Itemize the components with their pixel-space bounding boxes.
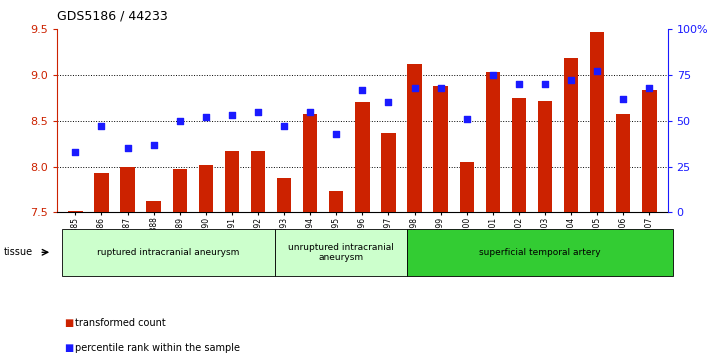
- Point: [461, 116, 473, 122]
- Bar: [94, 173, 109, 212]
- Bar: [460, 162, 474, 212]
- Bar: [564, 58, 578, 212]
- Point: [435, 85, 446, 91]
- Bar: [381, 132, 396, 212]
- Point: [304, 109, 316, 114]
- Bar: [616, 114, 630, 212]
- Bar: [642, 90, 656, 212]
- Point: [278, 123, 290, 129]
- Point: [96, 123, 107, 129]
- Text: tissue: tissue: [4, 247, 33, 257]
- Text: percentile rank within the sample: percentile rank within the sample: [75, 343, 240, 354]
- Point: [331, 131, 342, 136]
- Text: ruptured intracranial aneurysm: ruptured intracranial aneurysm: [97, 248, 240, 257]
- Point: [487, 72, 498, 78]
- Point: [174, 118, 186, 123]
- Bar: [303, 114, 317, 212]
- Text: ■: ■: [64, 318, 74, 328]
- Point: [643, 85, 655, 91]
- Point: [409, 85, 421, 91]
- Point: [539, 81, 550, 87]
- Bar: [69, 211, 83, 212]
- Text: unruptured intracranial
aneurysm: unruptured intracranial aneurysm: [288, 242, 394, 262]
- Text: GDS5186 / 44233: GDS5186 / 44233: [57, 9, 168, 22]
- Point: [618, 96, 629, 102]
- Point: [356, 87, 368, 93]
- Bar: [408, 64, 422, 212]
- Text: ■: ■: [64, 343, 74, 354]
- Point: [565, 77, 577, 83]
- Point: [383, 99, 394, 105]
- Point: [513, 81, 525, 87]
- Bar: [251, 151, 265, 212]
- Bar: [433, 86, 448, 212]
- Point: [122, 145, 134, 151]
- Point: [226, 112, 238, 118]
- Bar: [590, 32, 604, 212]
- Bar: [121, 167, 135, 212]
- Bar: [486, 72, 500, 212]
- Bar: [146, 201, 161, 212]
- Bar: [225, 151, 239, 212]
- Text: transformed count: transformed count: [75, 318, 166, 328]
- Bar: [198, 165, 213, 212]
- Point: [148, 142, 159, 147]
- Text: superficial temporal artery: superficial temporal artery: [479, 248, 601, 257]
- Point: [591, 68, 603, 74]
- Bar: [538, 101, 552, 212]
- Point: [70, 149, 81, 155]
- Bar: [512, 98, 526, 212]
- Point: [200, 114, 211, 120]
- Point: [252, 109, 263, 114]
- Bar: [277, 179, 291, 212]
- Bar: [329, 191, 343, 212]
- Bar: [355, 102, 370, 212]
- Bar: [173, 169, 187, 212]
